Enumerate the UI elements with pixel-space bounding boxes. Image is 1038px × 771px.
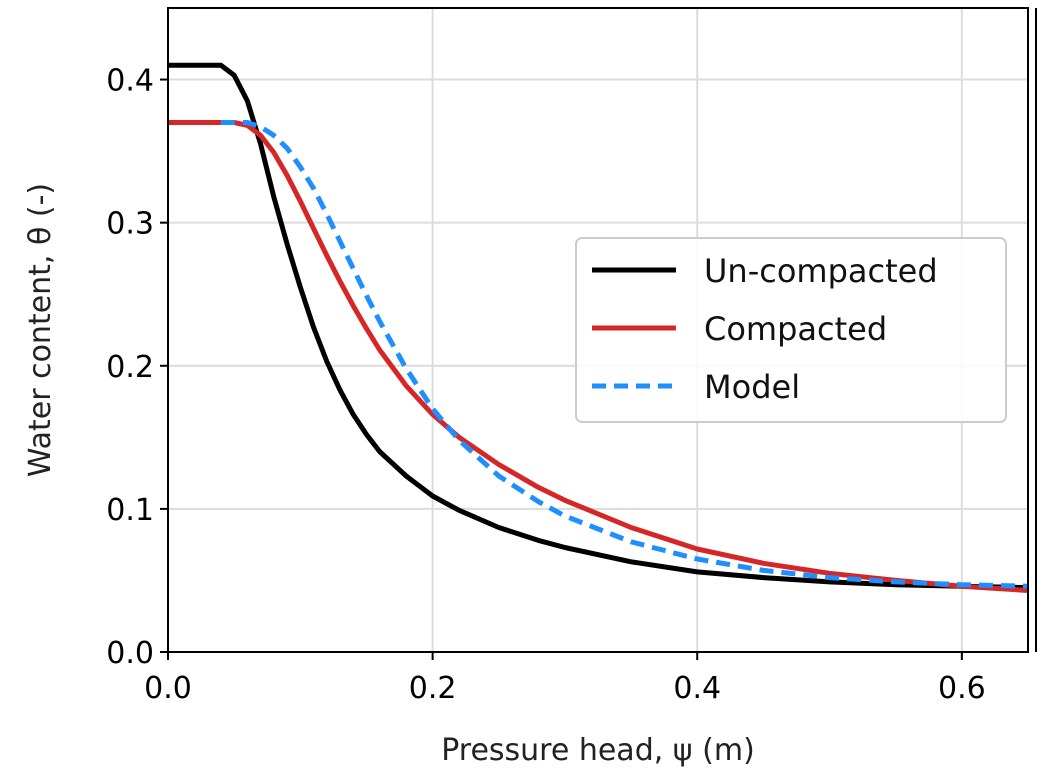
y-tick-label: 0.2 (106, 350, 154, 385)
legend: Un-compacted Compacted Model (575, 237, 1007, 423)
x-tick-label: 0.6 (938, 671, 986, 706)
x-tick-label: 0.4 (673, 671, 721, 706)
series-layer (168, 62, 1029, 593)
compacted-line (168, 120, 1029, 593)
legend-label-model: Model (704, 368, 800, 406)
model-line (220, 120, 1029, 589)
legend-label-uncompacted: Un-compacted (704, 252, 938, 290)
y-axis-title: Water content, θ (-) (23, 183, 58, 477)
legend-box (575, 237, 1007, 423)
ticks: 0.0 0.2 0.4 0.6 0.0 0.1 0.2 0.3 0.4 (106, 64, 985, 706)
plot-frame (167, 7, 1029, 653)
x-tick-label: 0.0 (144, 671, 192, 706)
y-tick-label: 0.3 (106, 207, 154, 242)
y-tick-label: 0.0 (106, 636, 154, 671)
x-axis-title: Pressure head, ψ (m) (441, 733, 755, 768)
y-tick-label: 0.1 (106, 493, 154, 528)
x-tick-label: 0.2 (409, 671, 457, 706)
legend-label-compacted: Compacted (704, 310, 887, 348)
y-tick-label: 0.4 (106, 64, 154, 99)
